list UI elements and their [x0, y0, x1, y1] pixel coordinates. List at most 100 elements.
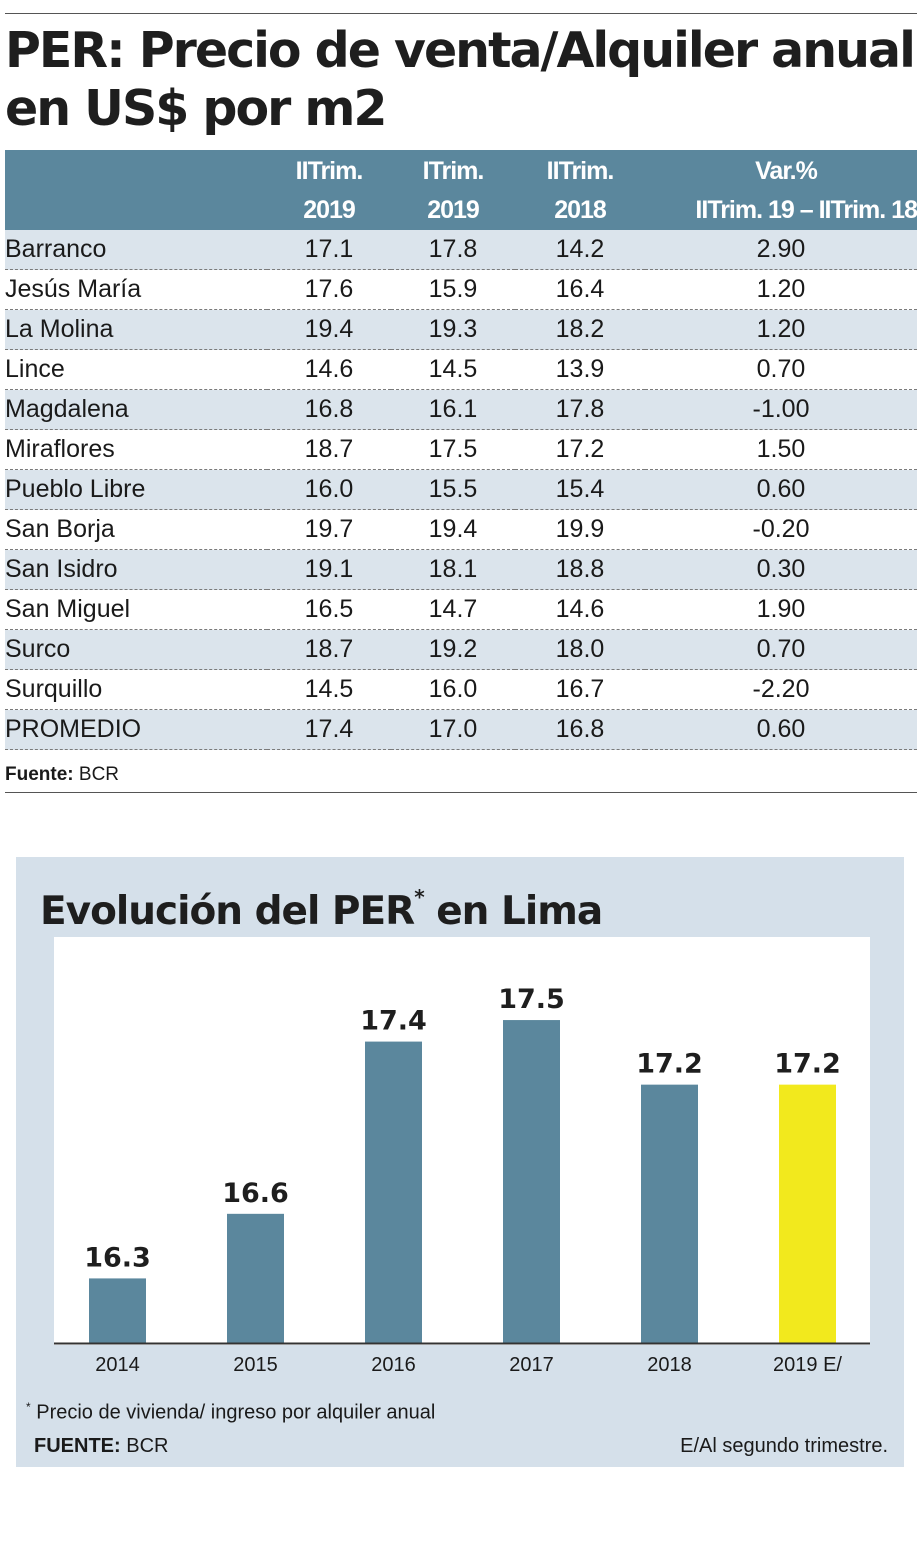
header-variation: Var.% IITrim. 19 – IITrim. 18 [645, 150, 918, 230]
title-line-2: en US$ por m2 [5, 80, 388, 137]
table-row: PROMEDIO 17.4 17.0 16.8 0.60 [5, 709, 917, 750]
district-cell: La Molina [5, 309, 267, 350]
iitrim-2018-cell: 18.2 [515, 309, 645, 350]
per-table: IITrim. 2019 ITrim. 2019 IITrim. 2018 Var.%… [5, 150, 918, 750]
header-iitrim-2019: IITrim. 2019 [267, 150, 391, 230]
variation-cell: 0.60 [645, 709, 917, 750]
variation-cell: 2.90 [645, 230, 917, 270]
iitrim-2019-cell: 17.6 [267, 269, 391, 310]
table-row: Surquillo 14.5 16.0 16.7 -2.20 [5, 669, 917, 710]
header-district [5, 150, 267, 230]
x-tick-label: 2014 [95, 1354, 140, 1376]
footnote-estimate: E/Al segundo trimestre. [680, 1435, 888, 1457]
bar-2019e [779, 1084, 836, 1343]
iitrim-2018-cell: 13.9 [515, 349, 645, 390]
itrim-2019-cell: 19.4 [391, 509, 515, 550]
itrim-2019-cell: 19.2 [391, 629, 515, 670]
district-cell: Surquillo [5, 669, 267, 710]
x-tick-label: 2019 E/ [773, 1354, 842, 1376]
iitrim-2018-cell: 16.8 [515, 709, 645, 750]
district-cell: Miraflores [5, 429, 267, 470]
variation-cell: 0.60 [645, 469, 917, 510]
table-row: Pueblo Libre 16.0 15.5 15.4 0.60 [5, 469, 917, 510]
iitrim-2019-cell: 19.7 [267, 509, 391, 550]
variation-cell: 1.20 [645, 309, 917, 350]
table-row: Barranco 17.1 17.8 14.2 2.90 [5, 230, 917, 270]
table-header: IITrim. 2019 ITrim. 2019 IITrim. 2018 Var.%… [5, 150, 918, 230]
iitrim-2019-cell: 16.5 [267, 589, 391, 630]
x-tick-label: 2015 [233, 1354, 278, 1376]
district-cell: Pueblo Libre [5, 469, 267, 510]
chart-title: Evolución del PER* en Lima [40, 885, 603, 934]
iitrim-2018-cell: 16.7 [515, 669, 645, 710]
header-itrim-2019: ITrim. 2019 [391, 150, 515, 230]
variation-cell: -0.20 [645, 509, 917, 550]
x-tick-label: 2017 [509, 1354, 554, 1376]
variation-cell: -1.00 [645, 389, 917, 430]
iitrim-2018-cell: 17.2 [515, 429, 645, 470]
value-label: 17.2 [636, 1049, 703, 1080]
value-label: 16.6 [222, 1178, 289, 1209]
iitrim-2019-cell: 18.7 [267, 629, 391, 670]
header-iitrim-2018: IITrim. 2018 [515, 150, 645, 230]
table-row: Magdalena 16.8 16.1 17.8 -1.00 [5, 389, 917, 430]
chart-note: * Precio de vivienda/ ingreso por alquil… [26, 1400, 436, 1424]
table-row: La Molina 19.4 19.3 18.2 1.20 [5, 309, 917, 350]
district-cell: San Borja [5, 509, 267, 550]
title-line-1: PER: Precio de venta/Alquiler anual [5, 22, 916, 79]
top-rule [5, 13, 917, 14]
table-row: Surco 18.7 19.2 18.0 0.70 [5, 629, 917, 670]
variation-cell: -2.20 [645, 669, 917, 710]
itrim-2019-cell: 16.0 [391, 669, 515, 710]
value-label: 17.4 [360, 1006, 427, 1037]
table-row: Jesús María 17.6 15.9 16.4 1.20 [5, 269, 917, 310]
table-row: San Miguel 16.5 14.7 14.6 1.90 [5, 589, 917, 630]
itrim-2019-cell: 15.9 [391, 269, 515, 310]
table-body: Barranco 17.1 17.8 14.2 2.90 Jesús María 17.6 1… [5, 230, 917, 750]
bar-2018 [641, 1084, 698, 1343]
iitrim-2018-cell: 19.9 [515, 509, 645, 550]
itrim-2019-cell: 18.1 [391, 549, 515, 590]
table-row: Miraflores 18.7 17.5 17.2 1.50 [5, 429, 917, 470]
bar-2015 [227, 1213, 284, 1343]
district-cell: Lince [5, 349, 267, 390]
value-label: 17.2 [774, 1049, 841, 1080]
district-cell: San Isidro [5, 549, 267, 590]
plot-area: 16.3 2014 16.6 2015 17.4 2016 17.5 2017 17.2 2018… [54, 937, 870, 1376]
itrim-2019-cell: 14.7 [391, 589, 515, 630]
value-label: 16.3 [84, 1242, 151, 1273]
x-tick-label: 2018 [647, 1354, 692, 1376]
itrim-2019-cell: 16.1 [391, 389, 515, 430]
iitrim-2018-cell: 17.8 [515, 389, 645, 430]
district-cell: Jesús María [5, 269, 267, 310]
bar-chart: 16.3 2014 16.6 2015 17.4 2016 17.5 2017 17.2 2018… [54, 984, 870, 1376]
iitrim-2019-cell: 16.0 [267, 469, 391, 510]
iitrim-2018-cell: 14.6 [515, 589, 645, 630]
variation-cell: 0.30 [645, 549, 917, 590]
iitrim-2019-cell: 16.8 [267, 389, 391, 430]
iitrim-2019-cell: 14.5 [267, 669, 391, 710]
iitrim-2018-cell: 14.2 [515, 230, 645, 270]
chart-panel: Evolución del PER* en Lima 16.3 2014 16.6 2… [16, 857, 904, 1467]
district-cell: Magdalena [5, 389, 267, 430]
iitrim-2019-cell: 17.1 [267, 230, 391, 270]
iitrim-2018-cell: 18.8 [515, 549, 645, 590]
value-label: 17.5 [498, 984, 565, 1015]
bar-2016 [365, 1041, 422, 1343]
table-row: Lince 14.6 14.5 13.9 0.70 [5, 349, 917, 390]
page-title: PER: Precio de venta/Alquiler anual en U… [5, 22, 917, 138]
district-cell: Surco [5, 629, 267, 670]
iitrim-2018-cell: 16.4 [515, 269, 645, 310]
district-cell: Barranco [5, 230, 267, 270]
variation-cell: 0.70 [645, 629, 917, 670]
variation-cell: 0.70 [645, 349, 917, 390]
iitrim-2019-cell: 19.4 [267, 309, 391, 350]
itrim-2019-cell: 15.5 [391, 469, 515, 510]
iitrim-2018-cell: 15.4 [515, 469, 645, 510]
district-cell: PROMEDIO [5, 709, 267, 750]
x-tick-label: 2016 [371, 1354, 416, 1376]
itrim-2019-cell: 19.3 [391, 309, 515, 350]
variation-cell: 1.50 [645, 429, 917, 470]
iitrim-2019-cell: 18.7 [267, 429, 391, 470]
chart-source: FUENTE: BCR [34, 1435, 169, 1457]
